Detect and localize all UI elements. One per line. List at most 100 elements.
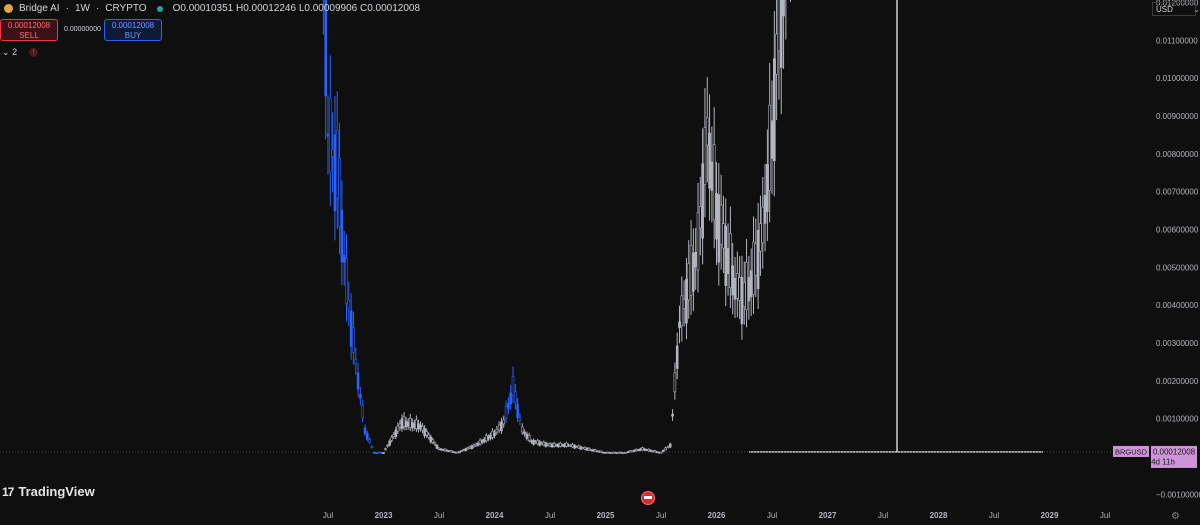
y-tick-label: 0.00900000 [1156,112,1199,121]
candle-body [396,425,400,432]
candle-body [370,446,374,448]
candle-body [423,428,426,437]
settings-icon[interactable]: ⚙ [1171,511,1180,522]
candle-body [487,436,490,440]
candle-body [523,431,526,435]
y-tick-label: 0.00100000 [1156,415,1199,424]
buy-price: 0.00012008 [111,21,155,30]
candle-body [614,452,618,454]
y-tick-label: 0.00600000 [1156,225,1199,234]
symbol-tag: BRGUSD [1115,447,1148,456]
candle-body [687,263,691,301]
candle-body [356,372,360,390]
candle-body [782,0,785,17]
candle-body [482,438,486,443]
candle-body [349,310,353,347]
candle-body [324,0,327,97]
candle-body [756,229,760,290]
candle-body [408,418,412,428]
candle-body [703,127,707,185]
x-tick-label: Jul [323,511,333,520]
candle-body [530,440,533,443]
candle-body [427,434,431,438]
candle-body [447,450,451,453]
exchange: CRYPTO [105,3,147,14]
candle-body [608,452,611,454]
sell-button[interactable]: 0.00012008 SELL [0,19,58,41]
candle-body [372,452,376,454]
sell-price: 0.00012008 [7,21,51,30]
candle-body [552,442,556,447]
candle-body [715,193,718,240]
candle-body [368,439,371,443]
candle-body [752,241,755,295]
candle-body [699,206,702,229]
sell-label: SELL [19,31,39,40]
candle-body [666,446,670,449]
candle-body [450,450,453,453]
candle-body [708,132,711,189]
candle-body [484,435,488,442]
chart-legend: Bridge AI · 1W · CRYPTO O0.00010351 H0.0… [4,3,420,14]
candle-body [540,442,544,445]
candle-body [509,392,512,405]
symbol-tag-bg [1113,445,1149,457]
y-tick-label: 0.00500000 [1156,263,1199,272]
x-tick-label: Jul [434,511,444,520]
candle-body [731,265,734,296]
candle-body [689,245,693,296]
candle-body [382,452,385,454]
candle-body [639,448,642,451]
candle-body [701,163,704,239]
candle-body [616,452,620,454]
candle-body [712,144,716,221]
candle-body [388,440,391,446]
buy-button[interactable]: 0.00012008 BUY [104,19,162,41]
candle-body [527,435,531,441]
candle-body [602,451,605,454]
candle-body [563,443,566,447]
x-tick-label: Jul [545,511,555,520]
candle-body [390,436,394,441]
candle-body [476,442,480,446]
candle-body [641,447,644,450]
candle-body [630,450,634,453]
candle-body [620,452,624,454]
candle-body [333,134,337,212]
tradingview-logo[interactable]: 17 TradingView [2,484,95,499]
candle-body [558,442,562,447]
candle-body [657,451,661,454]
candle-body [662,449,665,453]
chevron-down-icon: ⌄ [2,47,10,57]
indicators-toggle[interactable]: ⌄ 2 ! [2,47,39,58]
candle-body [443,448,447,452]
candle-body [573,445,576,449]
candle-body [402,416,406,427]
x-tick-label: 2028 [930,511,948,520]
candle-body [326,133,330,137]
interval[interactable]: 1W [74,3,90,14]
candle-body [668,443,672,448]
candle-body [400,418,404,429]
candle-body [363,427,367,434]
candle-body [745,261,748,310]
candle-body [548,443,552,447]
candle-body [587,447,591,451]
alert-icon[interactable]: ! [29,48,39,57]
candle-body [694,252,697,268]
candle-body [347,299,351,309]
y-tick-label: 0.00800000 [1156,150,1199,159]
candle-body [705,117,709,146]
candle-body [651,450,655,453]
x-tick-label: 2024 [486,511,504,520]
symbol-name[interactable]: Bridge AI [19,3,60,14]
candle-body [680,295,684,327]
candle-body [375,452,378,454]
candle-body [583,447,587,450]
y-tick-label: 0.00200000 [1156,377,1199,386]
us-flag-icon[interactable] [641,491,655,505]
x-tick-label: 2026 [708,511,726,520]
candle-body [544,442,548,447]
currency-select[interactable]: USD ⌄ [1152,2,1200,16]
